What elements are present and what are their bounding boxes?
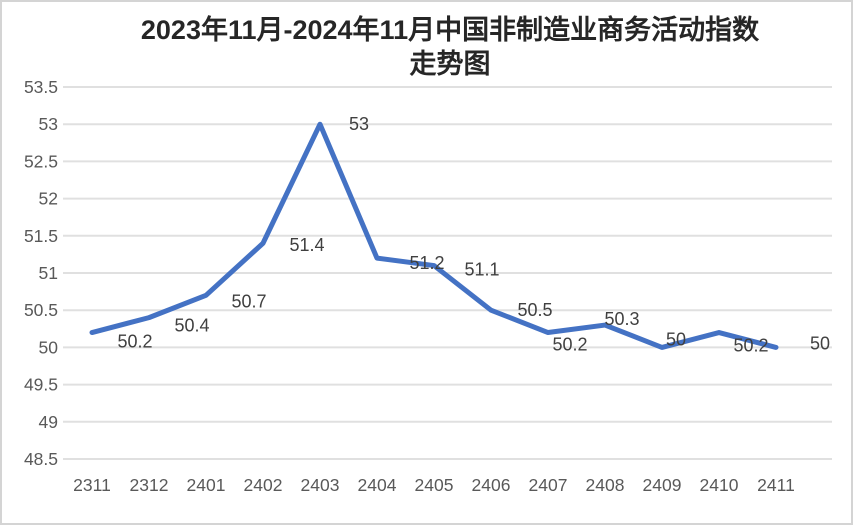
y-axis-tick-label: 49.5 — [24, 375, 58, 395]
x-axis-tick-label: 2408 — [586, 475, 625, 495]
data-point-label: 51.2 — [409, 253, 444, 273]
chart-title-line1: 2023年11月-2024年11月中国非制造业商务活动指数 — [140, 15, 760, 45]
y-axis-tick-label: 49 — [39, 412, 58, 432]
y-axis-tick-label: 52.5 — [24, 151, 58, 171]
x-axis-tick-label: 2406 — [472, 475, 511, 495]
y-axis-tick-label: 48.5 — [24, 449, 58, 469]
data-series-line — [89, 121, 779, 350]
y-axis-tick-label: 51 — [39, 263, 58, 283]
data-point-label: 50.2 — [733, 336, 768, 356]
data-point-label: 50.7 — [231, 291, 266, 311]
x-axis-tick-label: 2312 — [130, 475, 169, 495]
y-axis-tick-label: 53 — [39, 114, 58, 134]
chart-title: 2023年11月-2024年11月中国非制造业商务活动指数 走势图 — [57, 13, 843, 81]
y-axis-tick-label: 50 — [39, 337, 59, 357]
x-axis-tick-label: 2403 — [301, 475, 340, 495]
x-axis-tick-label: 2402 — [244, 475, 283, 495]
x-axis-tick-label: 2409 — [643, 475, 682, 495]
data-point-label: 50.2 — [117, 332, 152, 352]
x-axis-tick-label: 2401 — [187, 475, 226, 495]
data-point-label: 50.4 — [174, 316, 209, 336]
y-axis-tick-label: 50.5 — [24, 300, 58, 320]
x-axis-tick-label: 2404 — [358, 475, 397, 495]
y-axis-tick-label: 53.5 — [24, 77, 58, 97]
data-point-label: 50.3 — [604, 309, 639, 329]
x-axis-tick-label: 2311 — [73, 475, 111, 495]
data-point-label: 51.1 — [464, 260, 499, 280]
data-point-label: 50.5 — [517, 300, 552, 320]
data-point-label: 50 — [810, 333, 830, 353]
data-point-label: 51.4 — [289, 235, 324, 255]
data-point-label: 50 — [666, 329, 686, 349]
x-axis-tick-label: 2411 — [757, 475, 795, 495]
y-axis-tick-label: 52 — [39, 189, 58, 209]
x-axis-tick-label: 2407 — [529, 475, 568, 495]
data-point-label: 53 — [349, 114, 369, 134]
y-axis-tick-label: 51.5 — [24, 226, 58, 246]
data-point-label: 50.2 — [552, 335, 587, 355]
chart-title-line2: 走势图 — [409, 49, 491, 79]
x-axis-tick-label: 2410 — [700, 475, 739, 495]
x-axis-tick-label: 2405 — [415, 475, 454, 495]
